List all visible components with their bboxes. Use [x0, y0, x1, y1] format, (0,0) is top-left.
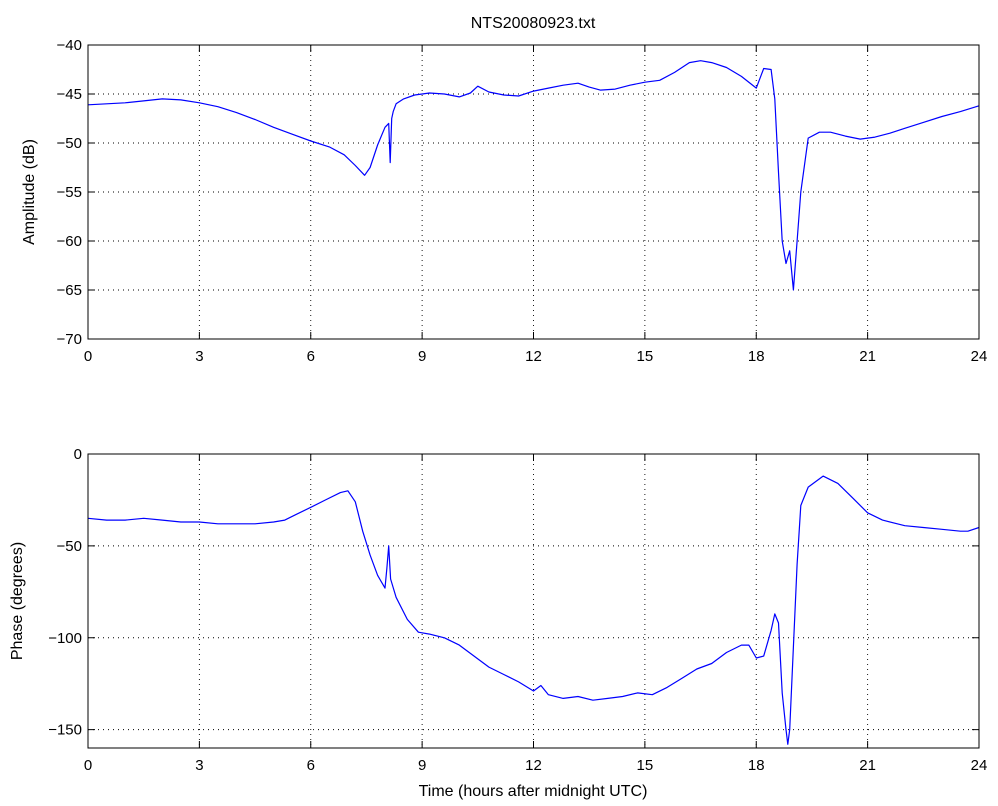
phase-series-line	[87, 475, 980, 745]
amplitude-y-tick-label: −55	[57, 184, 82, 201]
amplitude-x-tick-label: 21	[859, 348, 876, 365]
amplitude-x-tick-label: 9	[418, 348, 426, 365]
phase-panel: 0 3 6 9 12 15 18 21 24 −150 −100 −50 0 Phase (degree…	[9, 446, 987, 800]
phase-y-tick-label: 0	[74, 446, 82, 463]
amplitude-x-tick-label: 0	[84, 348, 92, 365]
phase-x-tick-label: 21	[859, 757, 876, 774]
amplitude-x-tick-label: 15	[637, 348, 654, 365]
amplitude-x-tick-label: 3	[195, 348, 203, 365]
phase-x-tick-label: 12	[525, 757, 542, 774]
phase-x-tick-label: 0	[84, 757, 92, 774]
chart-title: NTS20080923.txt	[471, 15, 596, 32]
amplitude-y-tick-label: −40	[57, 37, 82, 54]
amplitude-series-group	[87, 60, 980, 291]
amplitude-series-line	[87, 60, 980, 291]
phase-x-axis-label: Time (hours after midnight UTC)	[419, 783, 648, 800]
phase-y-tick-label: −100	[48, 630, 82, 647]
phase-series-group	[87, 475, 980, 745]
phase-y-tick-label: −50	[57, 538, 82, 555]
amplitude-ticks: 0 3 6 9 12 15 18 21 24 −70 −65 −60 −55 −50 −45 −40	[57, 37, 988, 365]
phase-x-tick-label: 18	[748, 757, 765, 774]
amplitude-y-tick-label: −45	[57, 86, 82, 103]
amplitude-x-tick-label: 12	[525, 348, 542, 365]
amplitude-x-tick-label: 18	[748, 348, 765, 365]
amplitude-y-axis-label: Amplitude (dB)	[21, 139, 38, 245]
phase-y-tick-label: −150	[48, 722, 82, 739]
amplitude-panel: 0 3 6 9 12 15 18 21 24 −70 −65 −60 −55 −50 −45 −40 Ampl…	[21, 37, 987, 365]
phase-y-axis-label: Phase (degrees)	[9, 542, 26, 660]
phase-x-tick-label: 24	[971, 757, 988, 774]
phase-x-tick-label: 6	[307, 757, 315, 774]
phase-x-tick-label: 15	[637, 757, 654, 774]
amplitude-y-tick-label: −70	[57, 331, 82, 348]
amplitude-y-tick-label: −65	[57, 282, 82, 299]
amplitude-y-tick-label: −50	[57, 135, 82, 152]
phase-x-tick-label: 9	[418, 757, 426, 774]
amplitude-x-tick-label: 24	[971, 348, 988, 365]
phase-x-tick-label: 3	[195, 757, 203, 774]
phase-ticks: 0 3 6 9 12 15 18 21 24 −150 −100 −50 0	[48, 446, 987, 774]
amplitude-y-tick-label: −60	[57, 233, 82, 250]
amplitude-x-tick-label: 6	[307, 348, 315, 365]
